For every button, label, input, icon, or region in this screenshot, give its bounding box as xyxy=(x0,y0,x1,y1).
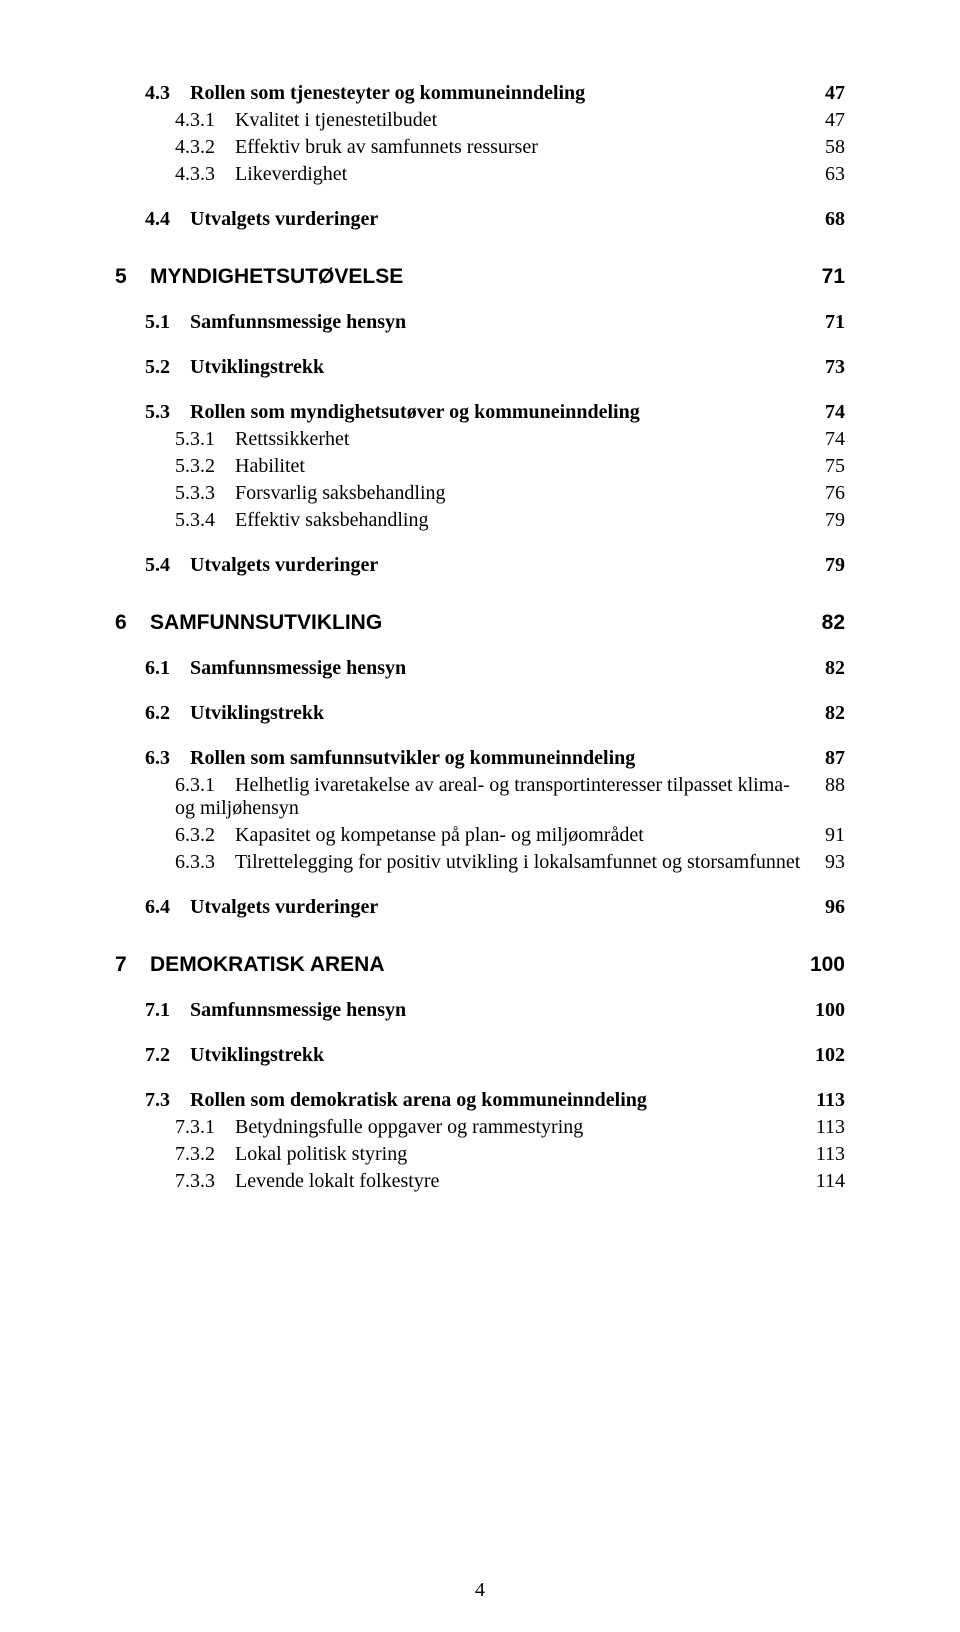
toc-entry-page: 47 xyxy=(813,82,845,105)
toc-entry-label: 5 MYNDIGHETSUTØVELSE xyxy=(115,265,403,289)
toc-entry: 4.3.1 Kvalitet i tjenestetilbudet 47 xyxy=(115,109,845,132)
toc-entry-label: 6.3 Rollen som samfunnsutvikler og kommu… xyxy=(145,747,635,770)
toc-entry: 5.1 Samfunnsmessige hensyn 71 xyxy=(115,311,845,334)
toc-entry-label: 5.3.4 Effektiv saksbehandling xyxy=(175,509,428,532)
toc-entry-page: 74 xyxy=(813,401,845,424)
toc-entry: 6 SAMFUNNSUTVIKLING 82 xyxy=(115,611,845,635)
toc-entry-page: 100 xyxy=(798,953,845,977)
toc-entry-page: 58 xyxy=(813,136,845,159)
toc-entry-label: 7.2 Utviklingstrekk xyxy=(145,1044,324,1067)
toc-entry: 6.3 Rollen som samfunnsutvikler og kommu… xyxy=(115,747,845,770)
toc-entry: 6.1 Samfunnsmessige hensyn 82 xyxy=(115,657,845,680)
toc-entry-label: 5.2 Utviklingstrekk xyxy=(145,356,324,379)
toc-entry-label: 6.3.2 Kapasitet og kompetanse på plan- o… xyxy=(175,824,644,847)
toc-entry-page: 71 xyxy=(810,265,845,289)
toc-entry-page: 74 xyxy=(813,428,845,451)
toc-entry: 7 DEMOKRATISK ARENA 100 xyxy=(115,953,845,977)
toc-entry-label: 7 DEMOKRATISK ARENA xyxy=(115,953,385,977)
toc-entry-page: 76 xyxy=(813,482,845,505)
toc-entry-page: 82 xyxy=(813,657,845,680)
toc-entry: 6.2 Utviklingstrekk 82 xyxy=(115,702,845,725)
toc-page: 4.3 Rollen som tjenesteyter og kommunein… xyxy=(0,0,960,1632)
toc-entry-label: 6.1 Samfunnsmessige hensyn xyxy=(145,657,406,680)
toc-entry-page: 96 xyxy=(813,896,845,919)
toc-entry: 6.3.2 Kapasitet og kompetanse på plan- o… xyxy=(115,824,845,847)
toc-entry-page: 73 xyxy=(813,356,845,379)
toc-entry-page: 71 xyxy=(813,311,845,334)
toc-entry-label: 5.3.1 Rettssikkerhet xyxy=(175,428,349,451)
toc-entry-page: 93 xyxy=(813,851,845,874)
toc-entry-page: 91 xyxy=(813,824,845,847)
toc-entry: 7.1 Samfunnsmessige hensyn 100 xyxy=(115,999,845,1022)
toc-entry-page: 82 xyxy=(813,702,845,725)
toc-entry-page: 79 xyxy=(813,509,845,532)
toc-entry: 6.3.1 Helhetlig ivaretakelse av areal- o… xyxy=(115,774,845,820)
toc-entry-label: 7.3.1 Betydningsfulle oppgaver og rammes… xyxy=(175,1116,583,1139)
toc-entry-page: 88 xyxy=(813,774,845,797)
toc-entry-page: 113 xyxy=(804,1143,845,1166)
toc-entry-page: 63 xyxy=(813,163,845,186)
toc-entry-page: 87 xyxy=(813,747,845,770)
toc-entry-page: 114 xyxy=(804,1170,845,1193)
toc-entry: 5.2 Utviklingstrekk 73 xyxy=(115,356,845,379)
toc-entry-label: 5.1 Samfunnsmessige hensyn xyxy=(145,311,406,334)
toc-entry-label: 4.3.2 Effektiv bruk av samfunnets ressur… xyxy=(175,136,538,159)
toc-entry-page: 79 xyxy=(813,554,845,577)
toc-entry-label: 5.4 Utvalgets vurderinger xyxy=(145,554,378,577)
toc-entry-label: 5.3.3 Forsvarlig saksbehandling xyxy=(175,482,446,505)
toc-entry: 6.4 Utvalgets vurderinger 96 xyxy=(115,896,845,919)
toc-entry: 7.3.2 Lokal politisk styring 113 xyxy=(115,1143,845,1166)
toc-entry: 5.3 Rollen som myndighetsutøver og kommu… xyxy=(115,401,845,424)
toc-entry: 7.3.3 Levende lokalt folkestyre 114 xyxy=(115,1170,845,1193)
toc-entry-label: 4.3.3 Likeverdighet xyxy=(175,163,347,186)
toc-entry-label: 7.3.2 Lokal politisk styring xyxy=(175,1143,407,1166)
toc-container: 4.3 Rollen som tjenesteyter og kommunein… xyxy=(115,82,845,1193)
toc-entry: 4.3.2 Effektiv bruk av samfunnets ressur… xyxy=(115,136,845,159)
toc-entry-label: 4.3 Rollen som tjenesteyter og kommunein… xyxy=(145,82,585,105)
toc-entry-label: 4.3.1 Kvalitet i tjenestetilbudet xyxy=(175,109,437,132)
toc-entry: 5.3.2 Habilitet 75 xyxy=(115,455,845,478)
toc-entry-page: 113 xyxy=(804,1089,845,1112)
toc-entry: 6.3.3 Tilrettelegging for positiv utvikl… xyxy=(115,851,845,874)
toc-entry-label: 6.3.1 Helhetlig ivaretakelse av areal- o… xyxy=(175,774,813,820)
toc-entry-page: 100 xyxy=(803,999,845,1022)
toc-entry: 5 MYNDIGHETSUTØVELSE 71 xyxy=(115,265,845,289)
toc-entry-page: 75 xyxy=(813,455,845,478)
page-number: 4 xyxy=(0,1579,960,1602)
toc-entry-label: 6.2 Utviklingstrekk xyxy=(145,702,324,725)
toc-entry: 7.3.1 Betydningsfulle oppgaver og rammes… xyxy=(115,1116,845,1139)
toc-entry-page: 47 xyxy=(813,109,845,132)
toc-entry-label: 5.3.2 Habilitet xyxy=(175,455,305,478)
toc-entry: 5.4 Utvalgets vurderinger 79 xyxy=(115,554,845,577)
toc-entry-label: 5.3 Rollen som myndighetsutøver og kommu… xyxy=(145,401,640,424)
toc-entry-page: 102 xyxy=(803,1044,845,1067)
toc-entry: 4.3.3 Likeverdighet 63 xyxy=(115,163,845,186)
toc-entry: 5.3.1 Rettssikkerhet 74 xyxy=(115,428,845,451)
toc-entry-label: 7.1 Samfunnsmessige hensyn xyxy=(145,999,406,1022)
toc-entry-label: 7.3.3 Levende lokalt folkestyre xyxy=(175,1170,439,1193)
toc-entry: 5.3.4 Effektiv saksbehandling 79 xyxy=(115,509,845,532)
toc-entry-page: 68 xyxy=(813,208,845,231)
toc-entry: 4.3 Rollen som tjenesteyter og kommunein… xyxy=(115,82,845,105)
toc-entry: 5.3.3 Forsvarlig saksbehandling 76 xyxy=(115,482,845,505)
toc-entry-label: 7.3 Rollen som demokratisk arena og komm… xyxy=(145,1089,647,1112)
toc-entry-page: 82 xyxy=(810,611,845,635)
toc-entry-label: 6 SAMFUNNSUTVIKLING xyxy=(115,611,382,635)
toc-entry-label: 6.4 Utvalgets vurderinger xyxy=(145,896,378,919)
toc-entry: 7.3 Rollen som demokratisk arena og komm… xyxy=(115,1089,845,1112)
toc-entry-page: 113 xyxy=(804,1116,845,1139)
toc-entry: 7.2 Utviklingstrekk 102 xyxy=(115,1044,845,1067)
toc-entry-label: 6.3.3 Tilrettelegging for positiv utvikl… xyxy=(175,851,800,874)
toc-entry-label: 4.4 Utvalgets vurderinger xyxy=(145,208,378,231)
toc-entry: 4.4 Utvalgets vurderinger 68 xyxy=(115,208,845,231)
